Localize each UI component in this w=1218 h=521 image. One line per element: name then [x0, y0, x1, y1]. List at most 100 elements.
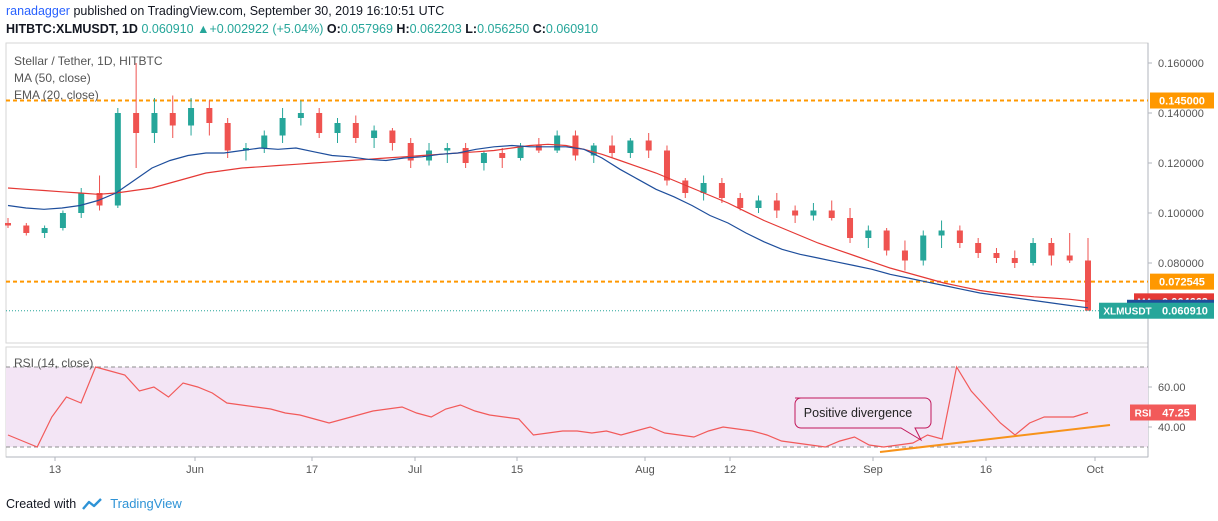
candle-body — [883, 230, 890, 251]
candle-body — [755, 200, 762, 208]
created-with-text: Created with — [6, 496, 77, 511]
level-price-tag — [1150, 273, 1214, 290]
candle-body — [535, 145, 542, 151]
price-tick-label: 0.140000 — [1158, 108, 1204, 120]
time-tick-label: 17 — [306, 464, 318, 476]
rsi-tag — [1130, 404, 1156, 421]
candle-body — [389, 130, 396, 143]
rsi-tag-text: RSI — [1135, 409, 1152, 420]
candle-body — [663, 150, 670, 181]
candle-body — [828, 210, 835, 218]
candle-body — [554, 135, 561, 151]
candle-body — [1030, 243, 1037, 263]
rsi-tick-label: 60.00 — [1158, 382, 1186, 394]
candle-body — [609, 145, 616, 153]
candle-body — [993, 253, 1000, 258]
candle-body — [1066, 255, 1073, 261]
open-label: O: — [326, 22, 341, 36]
time-tick-label: Jun — [186, 464, 204, 476]
candle-body — [517, 145, 524, 158]
annotation-callout — [794, 397, 932, 442]
candle-body — [224, 123, 231, 151]
rsi-line — [7, 365, 1089, 448]
candle-body — [407, 143, 414, 161]
candle-body — [444, 148, 451, 151]
author-link[interactable]: ranadagger — [6, 4, 70, 18]
legend-ema: EMA (20, close) — [14, 88, 99, 102]
close-label: C: — [532, 22, 546, 36]
candle-body — [920, 235, 927, 261]
ma-50-line — [7, 143, 1089, 302]
rsi-tick-label: 40.00 — [1158, 422, 1186, 434]
high-value: 0.062203 — [409, 22, 462, 36]
candle-body — [133, 113, 140, 133]
time-tick-label: Sep — [863, 464, 883, 476]
candle-body — [371, 130, 378, 138]
publish-line: ranadagger published on TradingView.com,… — [6, 4, 444, 18]
candle-body — [645, 140, 652, 151]
divergence-trendline — [879, 424, 1111, 453]
candle-body — [572, 135, 579, 156]
candle-body — [737, 198, 744, 208]
open-value: 0.057969 — [340, 22, 393, 36]
price-label-tag — [1099, 302, 1156, 319]
time-tick-label: 12 — [724, 464, 736, 476]
candle-body — [773, 200, 780, 211]
candle-body — [297, 113, 304, 118]
time-tick-label: Aug — [635, 464, 655, 476]
legend-ma: MA (50, close) — [14, 71, 91, 85]
tradingview-brand[interactable]: TradingView — [110, 496, 182, 511]
price-label-box — [1156, 302, 1214, 319]
time-tick-label: 15 — [511, 464, 523, 476]
candle-body — [279, 118, 286, 136]
annotation-text: Positive divergence — [804, 406, 912, 420]
candle-body — [5, 223, 11, 226]
candle-body — [59, 213, 66, 228]
divergence-annotation: Positive divergence — [794, 397, 932, 442]
low-label: L: — [465, 22, 478, 36]
footer: Created with TradingView — [6, 496, 182, 511]
price-tick-label: 0.160000 — [1158, 58, 1204, 70]
up-arrow-icon: ▲ — [197, 22, 210, 36]
price-label-value: 0.060910 — [1162, 306, 1208, 318]
candle-body — [956, 230, 963, 243]
candle-body — [590, 145, 597, 156]
candle-body — [1085, 260, 1091, 311]
candle-body — [975, 243, 982, 253]
rsi-value-box — [1156, 404, 1196, 421]
candle-body — [499, 153, 506, 158]
price-change: +0.002922 (+5.04%) — [209, 22, 324, 36]
candle-body — [901, 250, 908, 261]
candle-body — [352, 123, 359, 138]
candle-body — [627, 140, 634, 153]
candle-body — [1011, 258, 1018, 263]
candle-body — [334, 123, 341, 133]
candle-body — [462, 148, 469, 163]
candle-body — [792, 210, 799, 216]
candle-body — [865, 230, 872, 238]
tradingview-logo-icon — [82, 497, 103, 510]
level-price-label: 0.145000 — [1159, 96, 1205, 108]
price-pane-frame — [5, 42, 1149, 344]
candle-body — [480, 153, 487, 163]
time-tick-label: Jul — [408, 464, 422, 476]
time-tick-label: 13 — [49, 464, 61, 476]
candle-body — [188, 108, 195, 126]
candle-body — [682, 180, 689, 193]
last-price: 0.060910 — [141, 22, 194, 36]
candle-body — [206, 108, 213, 123]
low-value: 0.056250 — [477, 22, 530, 36]
price-tick-label: 0.100000 — [1158, 208, 1204, 220]
level-price-label: 0.072545 — [1159, 277, 1205, 289]
price-label-tag-text: XLMUSDT — [1103, 307, 1151, 318]
published-text: published on TradingView.com, September … — [73, 4, 445, 18]
rsi-band — [6, 367, 1148, 447]
candle-body — [938, 230, 945, 236]
candle-body — [23, 225, 30, 233]
candle-body — [1048, 243, 1055, 256]
candle-body — [242, 148, 249, 151]
candle-body — [316, 113, 323, 133]
candle-body — [151, 113, 158, 133]
candle-body — [169, 113, 176, 126]
